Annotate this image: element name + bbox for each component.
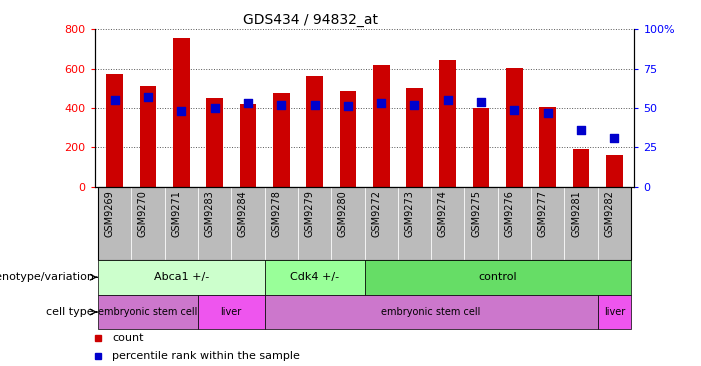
- Point: [142, 94, 154, 100]
- Text: GSM9276: GSM9276: [505, 190, 515, 237]
- Text: liver: liver: [221, 307, 242, 317]
- Point: [309, 102, 320, 108]
- Bar: [440, 60, 456, 187]
- Point: [509, 107, 520, 112]
- Text: GSM9278: GSM9278: [271, 190, 281, 237]
- FancyBboxPatch shape: [465, 187, 498, 260]
- Bar: [472, 108, 489, 187]
- Text: GSM9274: GSM9274: [438, 190, 448, 237]
- Text: genotype/variation: genotype/variation: [0, 272, 94, 282]
- Text: GSM9271: GSM9271: [171, 190, 182, 237]
- Text: GSM9284: GSM9284: [238, 190, 248, 237]
- FancyBboxPatch shape: [98, 295, 198, 329]
- FancyBboxPatch shape: [431, 187, 465, 260]
- FancyBboxPatch shape: [231, 187, 264, 260]
- Text: percentile rank within the sample: percentile rank within the sample: [112, 351, 300, 361]
- FancyBboxPatch shape: [398, 187, 431, 260]
- FancyBboxPatch shape: [198, 187, 231, 260]
- Bar: [139, 86, 156, 187]
- Text: Abca1 +/-: Abca1 +/-: [154, 272, 209, 282]
- FancyBboxPatch shape: [264, 187, 298, 260]
- Point: [608, 135, 620, 141]
- Bar: [240, 104, 257, 187]
- Bar: [107, 74, 123, 187]
- Point: [576, 127, 587, 133]
- Bar: [306, 76, 323, 187]
- Text: GSM9281: GSM9281: [571, 190, 581, 237]
- Point: [376, 100, 387, 106]
- Title: GDS434 / 94832_at: GDS434 / 94832_at: [243, 13, 378, 27]
- Text: liver: liver: [604, 307, 625, 317]
- Bar: [506, 68, 523, 187]
- Text: embryonic stem cell: embryonic stem cell: [98, 307, 198, 317]
- Text: GSM9277: GSM9277: [538, 190, 547, 237]
- FancyBboxPatch shape: [598, 187, 631, 260]
- Text: GSM9279: GSM9279: [304, 190, 315, 237]
- Text: GSM9282: GSM9282: [604, 190, 614, 237]
- FancyBboxPatch shape: [264, 295, 598, 329]
- Bar: [339, 91, 356, 187]
- Bar: [406, 88, 423, 187]
- Point: [442, 97, 454, 103]
- Text: GSM9273: GSM9273: [404, 190, 414, 237]
- Bar: [573, 149, 590, 187]
- FancyBboxPatch shape: [331, 187, 365, 260]
- FancyBboxPatch shape: [298, 187, 331, 260]
- FancyBboxPatch shape: [198, 295, 264, 329]
- FancyBboxPatch shape: [365, 187, 398, 260]
- Text: embryonic stem cell: embryonic stem cell: [381, 307, 481, 317]
- Bar: [540, 107, 556, 187]
- FancyBboxPatch shape: [98, 187, 131, 260]
- Bar: [206, 98, 223, 187]
- Text: GSM9283: GSM9283: [205, 190, 215, 237]
- FancyBboxPatch shape: [264, 260, 365, 295]
- Point: [542, 110, 553, 116]
- Text: GSM9275: GSM9275: [471, 190, 481, 237]
- FancyBboxPatch shape: [131, 187, 165, 260]
- Point: [275, 102, 287, 108]
- Text: control: control: [479, 272, 517, 282]
- Text: GSM9270: GSM9270: [138, 190, 148, 237]
- Text: count: count: [112, 333, 144, 343]
- FancyBboxPatch shape: [165, 187, 198, 260]
- Text: cell type: cell type: [46, 307, 94, 317]
- Bar: [173, 38, 189, 187]
- Point: [342, 104, 353, 109]
- Point: [209, 105, 220, 111]
- Text: Cdk4 +/-: Cdk4 +/-: [290, 272, 339, 282]
- Point: [109, 97, 121, 103]
- Point: [243, 100, 254, 106]
- FancyBboxPatch shape: [598, 295, 631, 329]
- FancyBboxPatch shape: [531, 187, 564, 260]
- Point: [176, 108, 187, 114]
- Point: [409, 102, 420, 108]
- Text: GSM9280: GSM9280: [338, 190, 348, 237]
- FancyBboxPatch shape: [498, 187, 531, 260]
- Bar: [273, 93, 290, 187]
- Bar: [373, 65, 390, 187]
- Point: [475, 99, 486, 105]
- FancyBboxPatch shape: [365, 260, 631, 295]
- Text: GSM9269: GSM9269: [104, 190, 115, 237]
- Text: GSM9272: GSM9272: [372, 190, 381, 237]
- Bar: [606, 155, 622, 187]
- FancyBboxPatch shape: [98, 260, 264, 295]
- FancyBboxPatch shape: [564, 187, 598, 260]
